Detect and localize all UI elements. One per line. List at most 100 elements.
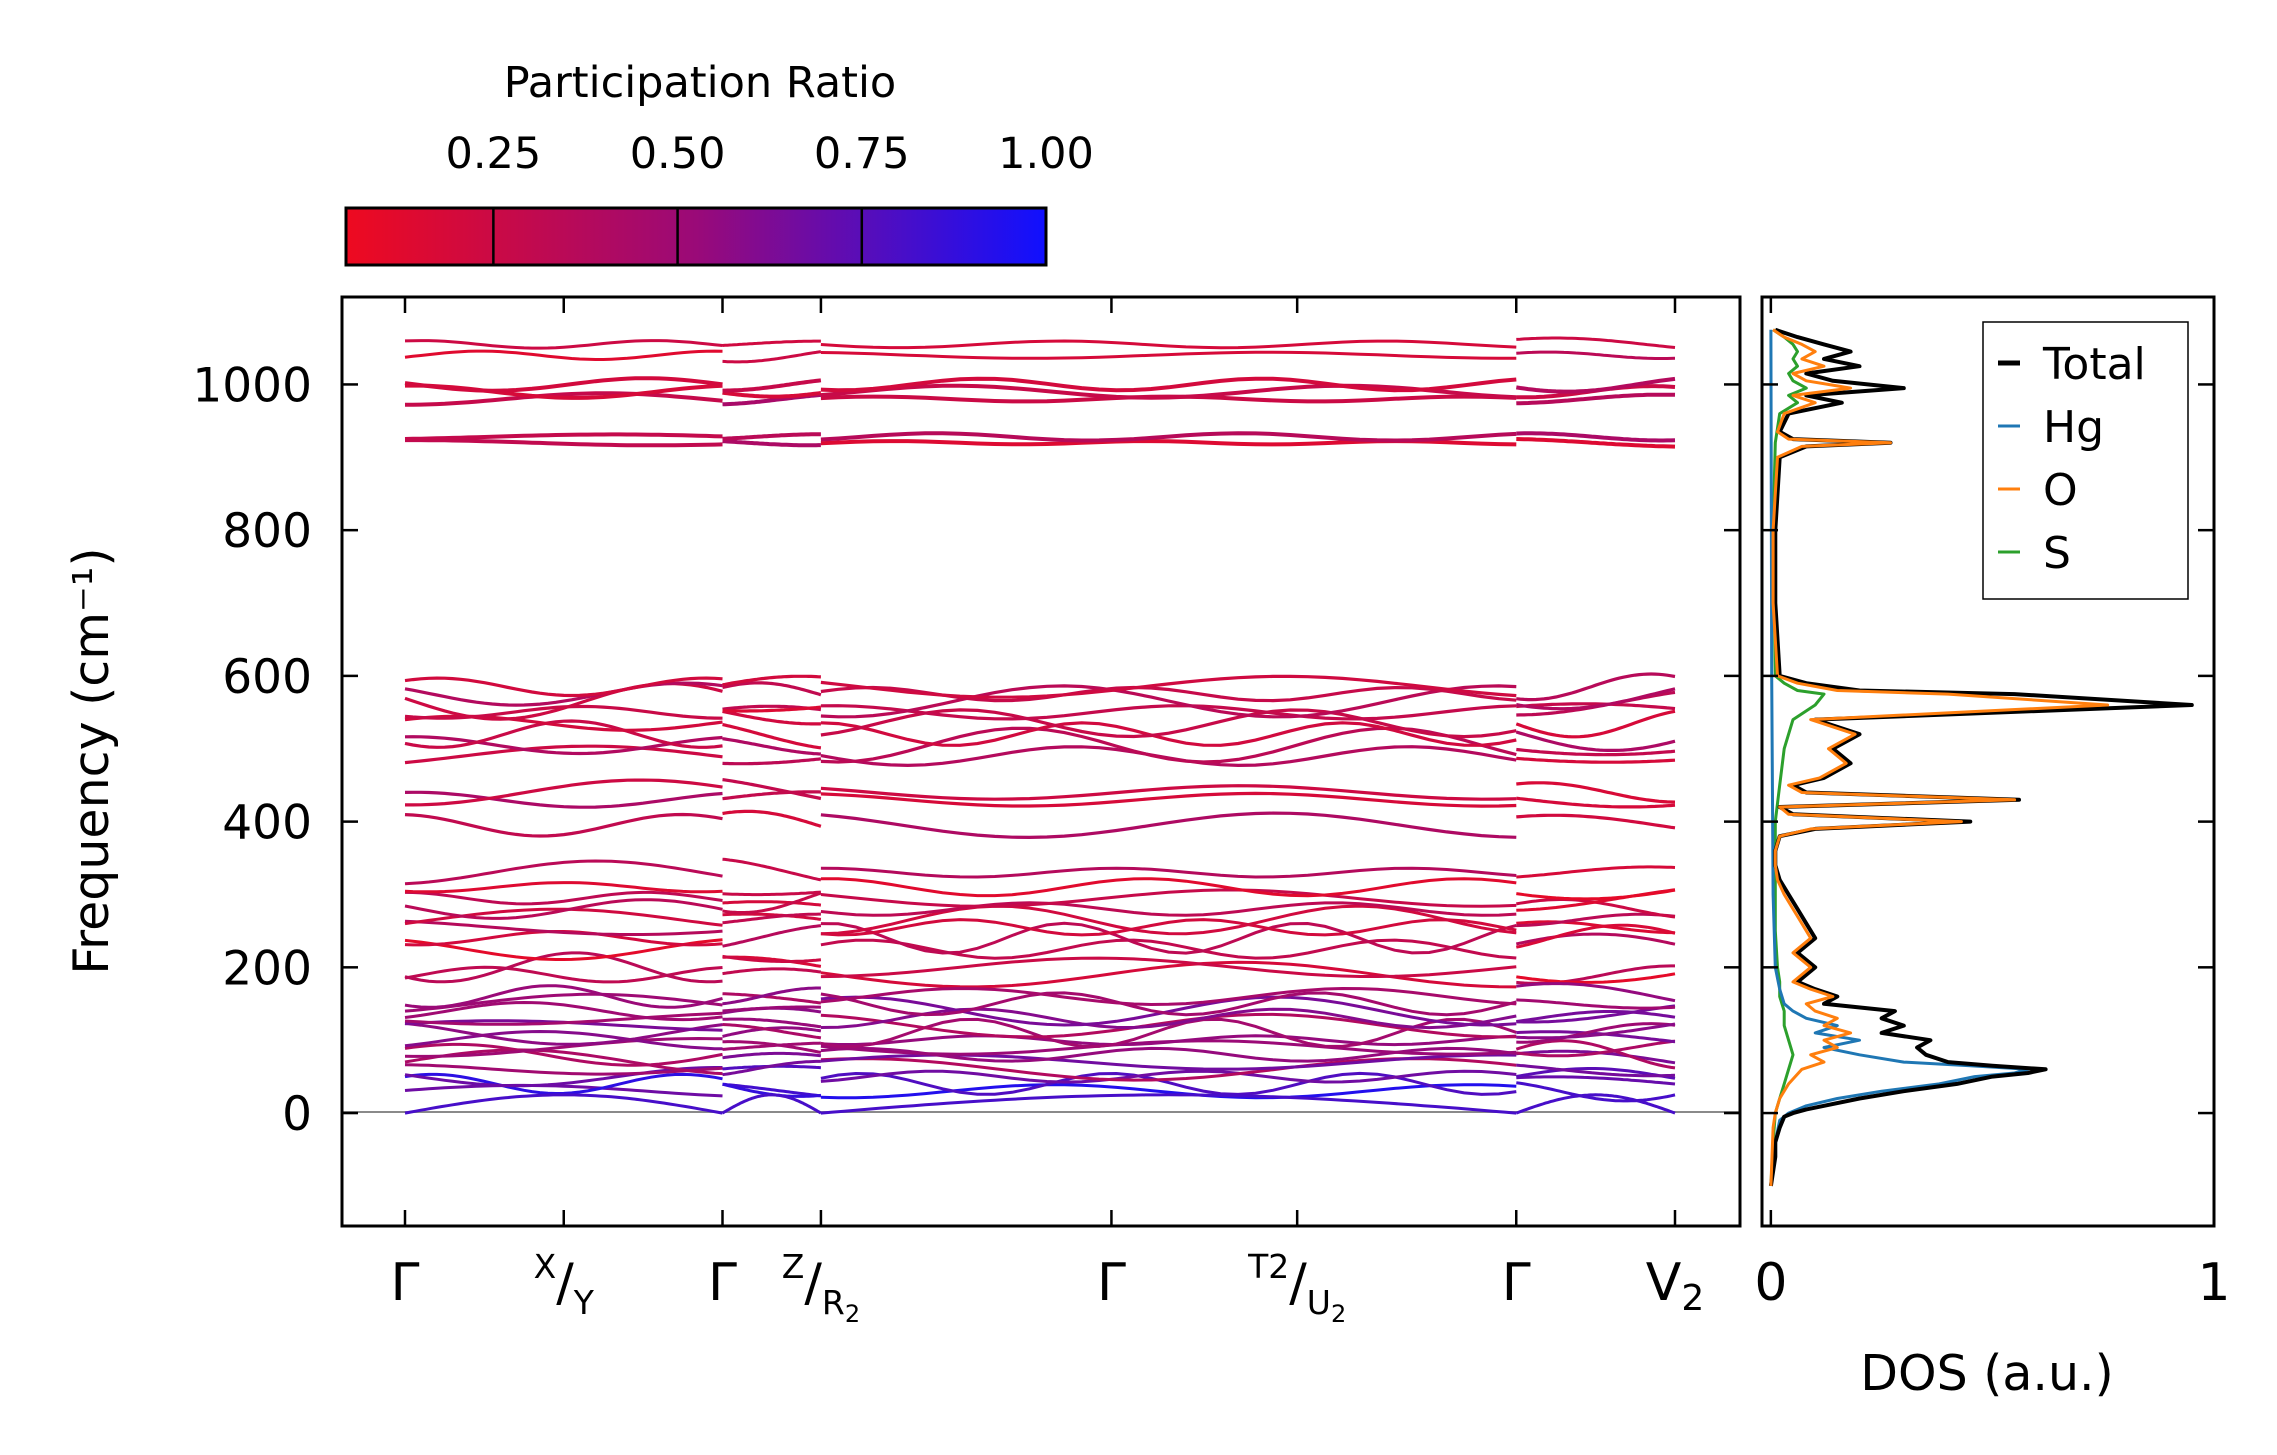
band-line [404, 984, 723, 1009]
band-line [404, 1021, 723, 1046]
band-line [820, 904, 1517, 936]
band-line [404, 1011, 723, 1026]
band-line [722, 709, 821, 726]
band-line [1516, 437, 1676, 449]
band-line [1516, 781, 1676, 804]
band-line [820, 991, 1517, 1017]
band-line [404, 790, 723, 809]
legend-label: Total [2042, 339, 2146, 390]
y-tick-label: 800 [222, 504, 312, 559]
band-line [1516, 672, 1676, 702]
band-line [722, 890, 821, 897]
band-line [820, 811, 1517, 840]
band-line [1516, 1081, 1676, 1103]
band-line [820, 877, 1517, 898]
colorbar-title: Participation Ratio [504, 58, 897, 108]
band-line [820, 956, 1517, 979]
colorbar-tick-label: 0.50 [630, 129, 726, 179]
soft-mode-line [1515, 1093, 1676, 1115]
band-line [820, 1071, 1517, 1096]
kpoint-label: Z/R2 [782, 1247, 860, 1328]
band-line [820, 1007, 1517, 1030]
band-line [722, 723, 822, 750]
band-line [1516, 350, 1676, 360]
band-line [404, 812, 723, 838]
band-line [404, 1042, 723, 1067]
band-line [404, 1066, 723, 1088]
band-line [722, 390, 822, 399]
colorbar-gradient [344, 206, 1048, 267]
band-line [722, 1051, 822, 1060]
band-line [1516, 813, 1676, 830]
band-line [404, 938, 723, 961]
band-line [404, 339, 723, 350]
band-line [820, 350, 1517, 360]
band-line [404, 898, 723, 920]
y-tick-label: 600 [222, 650, 312, 705]
band-line [404, 719, 723, 749]
band-line [722, 439, 821, 448]
band-line [1516, 392, 1676, 406]
band-line [722, 1005, 821, 1013]
y-tick-label: 200 [222, 941, 312, 996]
band-line [1516, 1004, 1676, 1024]
band-line [404, 881, 723, 894]
band-line [820, 704, 1517, 721]
band-line [404, 1000, 723, 1022]
band-line [722, 992, 822, 1005]
band-line [820, 674, 1517, 699]
band-line [820, 995, 1517, 1027]
band-line [722, 1082, 822, 1098]
band-line [722, 350, 822, 364]
colorbar-tick-label: 1.00 [998, 129, 1094, 179]
band-line [722, 1026, 822, 1038]
band-line [1516, 1063, 1676, 1078]
band-line [820, 1017, 1517, 1049]
band-line [820, 986, 1517, 1007]
band-line [722, 986, 821, 1006]
band-line [404, 391, 723, 407]
legend-label: O [2043, 465, 2078, 516]
band-line [404, 919, 723, 936]
band-line [722, 900, 822, 907]
kpoint-label: Γ [391, 1253, 420, 1313]
dos-x-tick-label: 1 [2197, 1253, 2230, 1313]
colorbar-tick-label: 0.75 [814, 129, 910, 179]
band-line [1516, 1067, 1676, 1080]
band-line [820, 901, 1517, 917]
band-line [722, 778, 822, 801]
band-structure-panel: 0 200 400 600 800 1000 Γ X/Y Γ Z/R2 Γ T2/U2 Γ V2 Fre… [63, 295, 1742, 1328]
band-line [722, 757, 822, 766]
band-line [404, 376, 723, 393]
band-line [722, 1059, 821, 1077]
y-tick-label: 400 [222, 796, 312, 851]
band-line [1516, 982, 1676, 1003]
band-line [1516, 1022, 1676, 1044]
band-line [820, 721, 1517, 747]
y-tick-label: 1000 [192, 358, 312, 413]
band-line [722, 674, 821, 687]
colorbar: Participation Ratio 0.25 0.50 0.75 1.00 [344, 58, 1094, 267]
band-line [1516, 336, 1676, 349]
band-line [722, 1017, 822, 1029]
band-line [405, 438, 723, 448]
band-line [722, 857, 822, 882]
band-line [404, 1036, 723, 1058]
band-line [404, 676, 723, 698]
dos-x-tick-label: 0 [1754, 1253, 1787, 1313]
band-line [820, 888, 1517, 908]
kpoint-label: Γ [1502, 1253, 1531, 1313]
band-line [1516, 1039, 1676, 1058]
band-line [820, 684, 1517, 719]
band-line [1516, 1075, 1676, 1086]
dos-panel: 0 1 DOS (a.u.) Total Hg OS [1754, 295, 2231, 1402]
kpoint-label: T2/U2 [1247, 1247, 1346, 1328]
band-line [1515, 730, 1676, 752]
band-line [820, 1012, 1517, 1039]
band-line [722, 954, 822, 963]
kpoint-label: Γ [1097, 1253, 1126, 1313]
band-line [820, 431, 1517, 443]
band-lines [404, 336, 1676, 1115]
band-line [1516, 796, 1676, 809]
dos-series-hg [1769, 329, 2030, 1187]
